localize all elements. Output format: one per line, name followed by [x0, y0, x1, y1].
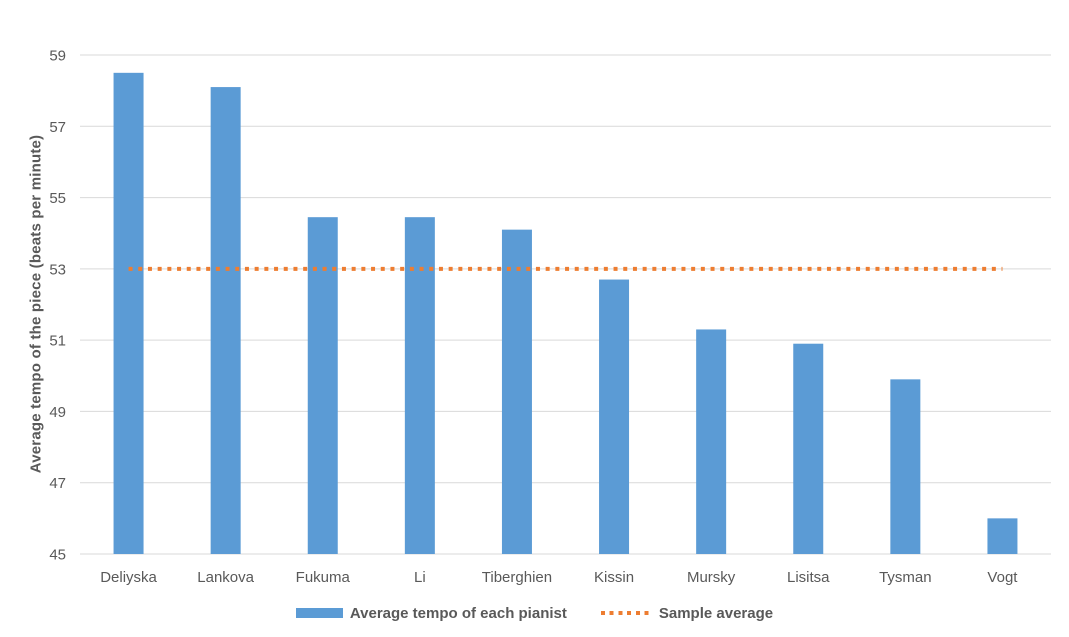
bar: [599, 279, 630, 554]
bar: [793, 343, 824, 554]
y-tick-label: 55: [49, 190, 66, 207]
y-tick-label: 45: [49, 547, 66, 564]
bar: [307, 217, 338, 555]
legend-bar-swatch: [295, 608, 343, 618]
y-tick-label: 49: [49, 404, 66, 421]
bar: [501, 229, 532, 554]
legend-bar-label: Average tempo of each pianist: [349, 604, 567, 622]
x-tick-label: Lisitsa: [787, 569, 830, 586]
legend-item-sample-average: Sample average: [600, 604, 774, 622]
x-tick-label: Kissin: [594, 569, 634, 586]
x-tick-label: Tysman: [879, 569, 932, 586]
x-tick-label: Fukuma: [296, 569, 351, 586]
x-tick-label: Li: [414, 569, 426, 586]
bar: [404, 217, 435, 555]
y-tick-label: 57: [49, 119, 66, 136]
x-tick-label: Vogt: [987, 569, 1018, 586]
y-tick-label: 59: [49, 48, 66, 65]
x-tick-label: Mursky: [687, 569, 736, 586]
x-tick-label: Deliyska: [100, 569, 157, 586]
x-tick-label: Tiberghien: [482, 569, 552, 586]
chart-legend: Average tempo of each pianist Sample ave…: [0, 600, 1069, 626]
bar: [987, 518, 1018, 554]
bar: [113, 72, 144, 555]
y-tick-label: 51: [49, 333, 66, 350]
bar: [696, 329, 727, 554]
legend-item-bars: Average tempo of each pianist: [295, 604, 567, 622]
x-tick-label: Lankova: [197, 569, 254, 586]
y-tick-label: 53: [49, 261, 66, 278]
legend-dotted-line-swatch: [600, 611, 649, 615]
legend-average-label: Sample average: [658, 604, 774, 622]
y-tick-label: 47: [49, 475, 66, 492]
bar: [890, 379, 921, 554]
bar: [210, 87, 241, 554]
